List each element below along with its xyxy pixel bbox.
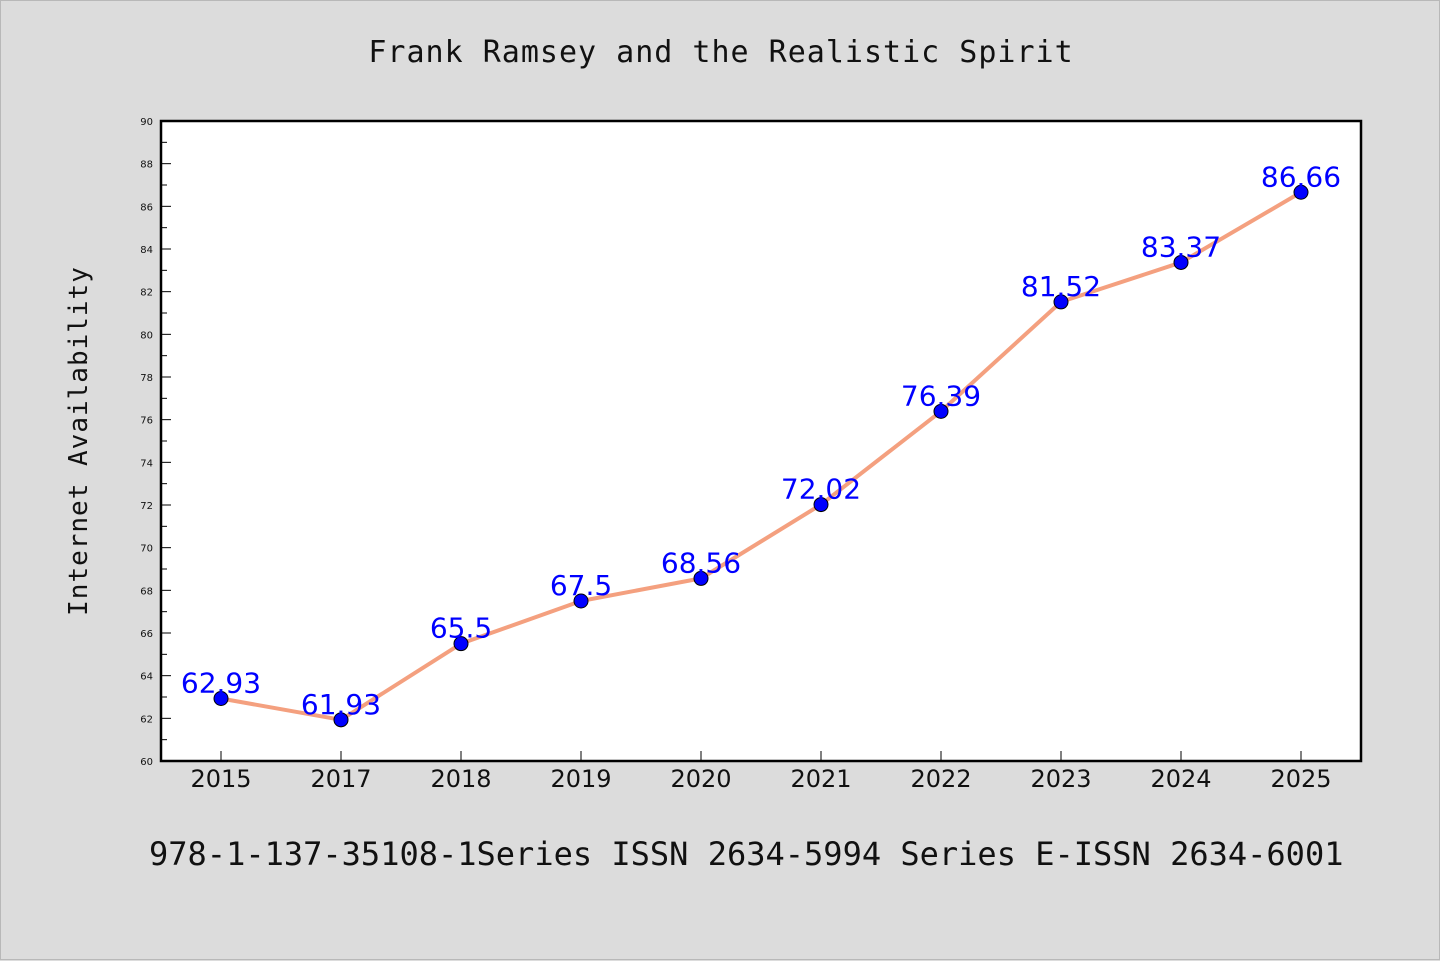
y-tick-label: 78	[140, 373, 153, 384]
y-tick-label: 64	[140, 672, 153, 683]
y-tick-label: 82	[140, 288, 153, 299]
data-label: 62.93	[181, 666, 261, 699]
y-axis-title: Internet Availability	[64, 266, 94, 616]
x-tick-label: 2024	[1150, 765, 1211, 793]
x-tick-label: 2017	[310, 765, 371, 793]
data-point	[1053, 294, 1069, 310]
data-point	[213, 690, 229, 706]
data-point	[453, 636, 469, 652]
data-label: 72.02	[781, 473, 861, 506]
y-tick-label: 84	[140, 245, 153, 256]
x-tick-label: 2015	[190, 765, 251, 793]
y-tick-label: 90	[140, 117, 153, 128]
y-tick-label: 62	[140, 714, 153, 725]
x-tick-label: 2022	[910, 765, 971, 793]
footer-isbn-issn: 978-1-137-35108-1Series ISSN 2634-5994 S…	[149, 835, 1344, 873]
data-label: 86.66	[1261, 160, 1341, 193]
data-label: 67.5	[550, 569, 612, 602]
data-label: 76.39	[901, 379, 981, 412]
data-label: 81.52	[1021, 270, 1101, 303]
data-label: 83.37	[1141, 230, 1221, 263]
plot-frame	[159, 119, 1363, 763]
y-tick-label: 74	[140, 458, 153, 469]
x-tick-label: 2018	[430, 765, 491, 793]
y-tick-label: 88	[140, 160, 153, 171]
y-tick-label: 76	[140, 416, 153, 427]
data-point	[1173, 254, 1189, 270]
data-point	[813, 497, 829, 513]
y-tick-label: 80	[140, 330, 153, 341]
y-tick-label: 70	[140, 544, 153, 555]
x-tick-label: 2025	[1270, 765, 1331, 793]
x-tick-label: 2021	[790, 765, 851, 793]
chart-title: Frank Ramsey and the Realistic Spirit	[368, 35, 1074, 70]
data-point	[693, 570, 709, 586]
x-tick-label: 2020	[670, 765, 731, 793]
data-point	[333, 712, 349, 728]
data-label: 65.5	[430, 612, 492, 645]
x-tick-label: 2023	[1030, 765, 1091, 793]
data-point	[573, 593, 589, 609]
y-tick-label: 72	[140, 501, 153, 512]
x-tick-label: 2019	[550, 765, 611, 793]
y-tick-label: 86	[140, 202, 153, 213]
data-label: 61.93	[301, 688, 381, 721]
data-point	[1293, 184, 1309, 200]
data-point	[933, 403, 949, 419]
y-tick-label: 66	[140, 629, 153, 640]
y-tick-label: 68	[140, 586, 153, 597]
data-label: 68.56	[661, 546, 741, 579]
series-line	[220, 190, 1303, 722]
plot-area	[161, 121, 1361, 761]
y-tick-label: 60	[140, 757, 153, 768]
